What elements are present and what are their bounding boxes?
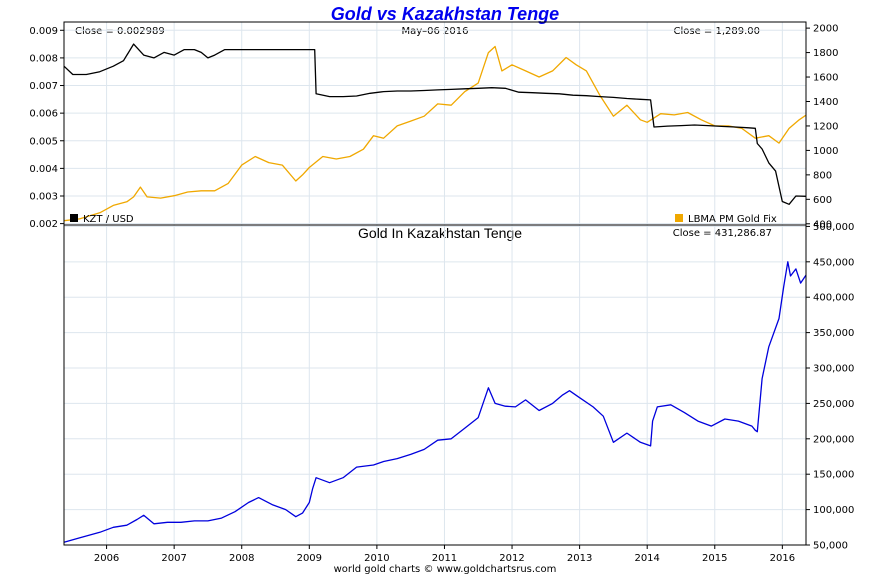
tick-layer: 2006 2007 2008 2009 2010 2011 2012 2013 2014 2015… bbox=[29, 24, 854, 564]
y-bottom-tick-label: 200,000 bbox=[813, 434, 854, 445]
y-bottom-tick-label: 350,000 bbox=[813, 328, 854, 339]
footer-credit: world gold charts © www.goldchartsrus.co… bbox=[334, 564, 557, 575]
y-bottom-tick-label: 450,000 bbox=[813, 257, 854, 268]
x-tick-label: 2010 bbox=[364, 553, 389, 564]
y-left-tick-label: 0.002 bbox=[29, 219, 58, 230]
bottom-close-right: Close = 431,286.87 bbox=[673, 228, 772, 239]
y-right-tick-label: 1400 bbox=[813, 97, 838, 108]
x-tick-label: 2012 bbox=[499, 553, 524, 564]
y-left-tick-label: 0.006 bbox=[29, 109, 58, 120]
top-close-right: Close = 1,289.00 bbox=[673, 26, 760, 37]
x-tick-label: 2008 bbox=[229, 553, 254, 564]
x-tick-label: 2016 bbox=[770, 553, 795, 564]
y-right-tick-label: 1200 bbox=[813, 121, 838, 132]
legend-kzt-label: KZT / USD bbox=[83, 214, 134, 225]
series-layer bbox=[63, 43, 807, 543]
x-tick-label: 2006 bbox=[94, 553, 119, 564]
x-tick-label: 2007 bbox=[161, 553, 186, 564]
y-left-tick-label: 0.005 bbox=[29, 136, 58, 147]
y-right-tick-label: 600 bbox=[813, 195, 832, 206]
y-right-tick-label: 800 bbox=[813, 170, 832, 181]
y-left-tick-label: 0.009 bbox=[29, 26, 58, 37]
series-kzt-usd bbox=[63, 43, 807, 205]
y-right-tick-label: 1800 bbox=[813, 48, 838, 59]
y-left-tick-label: 0.004 bbox=[29, 164, 58, 175]
bottom-panel-frame bbox=[63, 224, 807, 546]
x-tick-label: 2009 bbox=[297, 553, 322, 564]
legend-gold-label: LBMA PM Gold Fix bbox=[688, 214, 777, 225]
series-gold-usd bbox=[63, 45, 807, 222]
y-bottom-tick-label: 50,000 bbox=[813, 541, 848, 552]
y-right-tick-label: 400 bbox=[813, 219, 832, 230]
y-right-tick-label: 2000 bbox=[813, 24, 838, 35]
series-gold-in-kzt bbox=[63, 261, 807, 543]
y-bottom-tick-label: 250,000 bbox=[813, 399, 854, 410]
y-right-tick-label: 1600 bbox=[813, 73, 838, 84]
y-bottom-tick-label: 150,000 bbox=[813, 470, 854, 481]
chart-title: Gold vs Kazakhstan Tenge bbox=[331, 4, 559, 24]
y-bottom-tick-label: 400,000 bbox=[813, 293, 854, 304]
y-bottom-tick-label: 300,000 bbox=[813, 364, 854, 375]
x-tick-label: 2011 bbox=[432, 553, 457, 564]
x-tick-label: 2014 bbox=[634, 553, 659, 564]
x-tick-label: 2015 bbox=[702, 553, 727, 564]
y-left-tick-label: 0.003 bbox=[29, 192, 58, 203]
grid-layer bbox=[64, 22, 806, 546]
y-right-tick-label: 1000 bbox=[813, 146, 838, 157]
y-bottom-tick-label: 100,000 bbox=[813, 505, 854, 516]
top-close-left: Close = 0.002989 bbox=[75, 26, 165, 37]
x-tick-label: 2013 bbox=[567, 553, 592, 564]
y-bottom-tick-label: 500,000 bbox=[813, 222, 854, 233]
bottom-panel-title: Gold In Kazakhstan Tenge bbox=[358, 225, 522, 241]
legend-kzt-swatch bbox=[70, 214, 78, 222]
y-left-tick-label: 0.007 bbox=[29, 81, 58, 92]
top-date: May–06 2016 bbox=[401, 26, 468, 37]
legend-gold-swatch bbox=[675, 214, 683, 222]
y-left-tick-label: 0.008 bbox=[29, 53, 58, 64]
